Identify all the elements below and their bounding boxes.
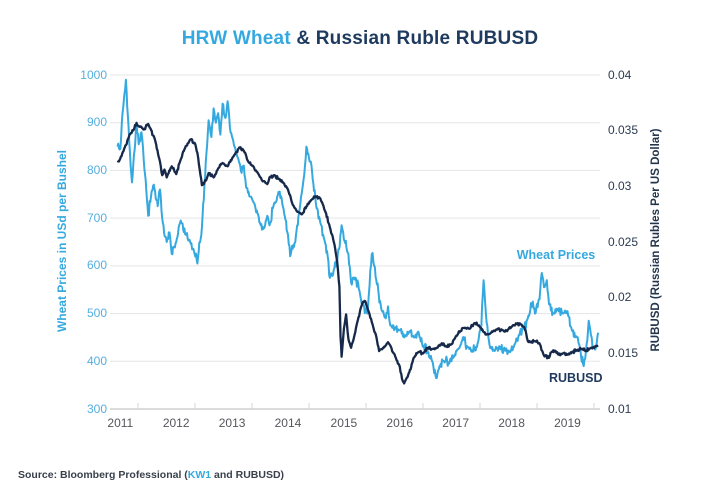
left-axis-tick-label: 1000 bbox=[80, 67, 107, 82]
right-axis-tick-label: 0.04 bbox=[608, 67, 632, 82]
rubusd-series-label: RUBUSD bbox=[549, 371, 603, 385]
x-axis-tick-label: 2016 bbox=[386, 416, 414, 430]
x-axis-tick-label: 2011 bbox=[107, 416, 134, 430]
wheat-series-label: Wheat Prices bbox=[516, 248, 596, 262]
x-axis-tick-label: 2015 bbox=[330, 416, 358, 430]
x-axis-tick-label: 2014 bbox=[274, 416, 302, 430]
left-axis-tick-label: 400 bbox=[86, 353, 107, 368]
source-note: Source: Bloomberg Professional (KW1 and … bbox=[18, 469, 284, 481]
chart-title: HRW Wheat & Russian Ruble RUBUSD bbox=[0, 28, 720, 50]
right-axis-title: RUBUSD (Russian Rubles Per US Dollar) bbox=[650, 128, 662, 352]
right-axis-tick-label: 0.02 bbox=[608, 290, 632, 305]
wheat-series-line bbox=[116, 78, 600, 379]
source-ticker-kw1: KW1 bbox=[187, 469, 212, 481]
left-axis-title: Wheat Prices in USd per Bushel bbox=[55, 149, 69, 333]
left-axis-tick-label: 800 bbox=[86, 162, 107, 177]
right-axis-tick-label: 0.035 bbox=[608, 123, 639, 138]
x-axis-tick-label: 2018 bbox=[498, 416, 525, 430]
chart-title-wheat: HRW Wheat bbox=[181, 28, 297, 49]
source-suffix: and RUBUSD) bbox=[211, 469, 285, 481]
x-axis-tick-label: 2013 bbox=[218, 416, 246, 430]
x-axis-tick-label: 2012 bbox=[162, 416, 190, 430]
left-axis-tick-label: 600 bbox=[86, 258, 107, 273]
left-axis-tick-label: 900 bbox=[86, 115, 107, 130]
source-prefix: Source: Bloomberg Professional ( bbox=[18, 469, 188, 481]
right-axis-tick-label: 0.015 bbox=[608, 345, 639, 360]
chart-title-ruble: & Russian Ruble RUBUSD bbox=[296, 28, 539, 49]
rubusd-series-line bbox=[116, 121, 599, 385]
left-axis-tick-label: 500 bbox=[86, 306, 107, 321]
right-axis-tick-label: 0.01 bbox=[608, 401, 632, 416]
right-axis-tick-label: 0.03 bbox=[608, 178, 632, 193]
left-axis-tick-label: 300 bbox=[86, 401, 107, 416]
x-axis-tick-label: 2017 bbox=[442, 416, 469, 430]
x-axis-tick-label: 2019 bbox=[554, 416, 581, 430]
left-axis-tick-label: 700 bbox=[86, 210, 107, 225]
right-axis-tick-label: 0.025 bbox=[608, 234, 639, 249]
